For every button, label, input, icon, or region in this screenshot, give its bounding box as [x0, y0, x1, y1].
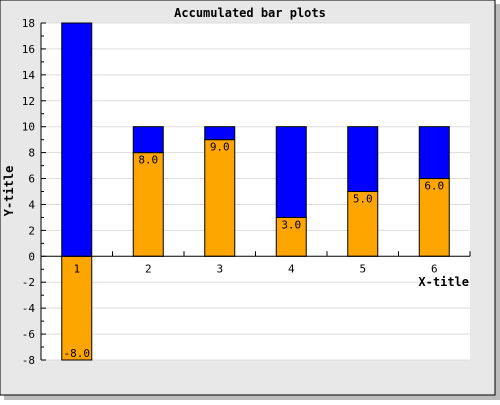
x-tick-label: 3: [216, 262, 223, 275]
bar-segment: [275, 126, 307, 218]
y-tick-label: -2: [22, 276, 35, 289]
bar-segment: [132, 152, 164, 257]
y-tick-label: 4: [28, 198, 35, 211]
chart-title: Accumulated bar plots: [174, 6, 326, 20]
y-tick-label: 8: [28, 147, 35, 160]
data-label: -8.0: [64, 347, 91, 360]
y-tick-label: -4: [22, 302, 36, 315]
y-tick-label: 12: [22, 95, 35, 108]
x-tick-label: 5: [359, 262, 366, 275]
bar-segment: [275, 216, 307, 257]
bars: [61, 22, 450, 361]
y-tick-label: 6: [28, 173, 35, 186]
bar-segment: [347, 126, 379, 192]
x-axis-title: X-title: [418, 275, 469, 289]
x-tick-label: 6: [431, 262, 438, 275]
bar-segment: [61, 22, 93, 257]
x-tick-label: 4: [288, 262, 295, 275]
y-tick-label: -6: [22, 328, 35, 341]
y-axis-title: Y-title: [2, 166, 16, 217]
y-tick-label: 16: [22, 43, 35, 56]
y-tick-label: 18: [22, 17, 35, 30]
data-label: 6.0: [424, 180, 444, 193]
bar-segment: [418, 178, 450, 257]
bar-segment: [204, 126, 236, 141]
bar-segment: [132, 126, 164, 154]
y-tick-label: 10: [22, 121, 35, 134]
data-label: 9.0: [210, 141, 230, 154]
y-tick-label: 0: [28, 250, 35, 263]
data-label: 5.0: [353, 193, 373, 206]
y-tick-label: 14: [22, 69, 36, 82]
x-tick-label: 2: [145, 262, 152, 275]
axes: [40, 22, 471, 361]
bar-segment: [418, 126, 450, 180]
bar-segment: [347, 191, 379, 257]
bar-segment: [204, 139, 236, 257]
y-tick-label: -8: [22, 354, 35, 367]
plot-area: [41, 23, 470, 360]
y-tick-label: 2: [28, 224, 35, 237]
data-label: 3.0: [281, 218, 301, 231]
data-label: 8.0: [138, 154, 158, 167]
x-tick-label: 1: [73, 262, 80, 275]
data-labels: -8.0 8.0 9.0 3.0 5.0 6.0: [64, 141, 445, 360]
bar-segment: [61, 255, 93, 361]
grid-lines: [41, 22, 470, 361]
